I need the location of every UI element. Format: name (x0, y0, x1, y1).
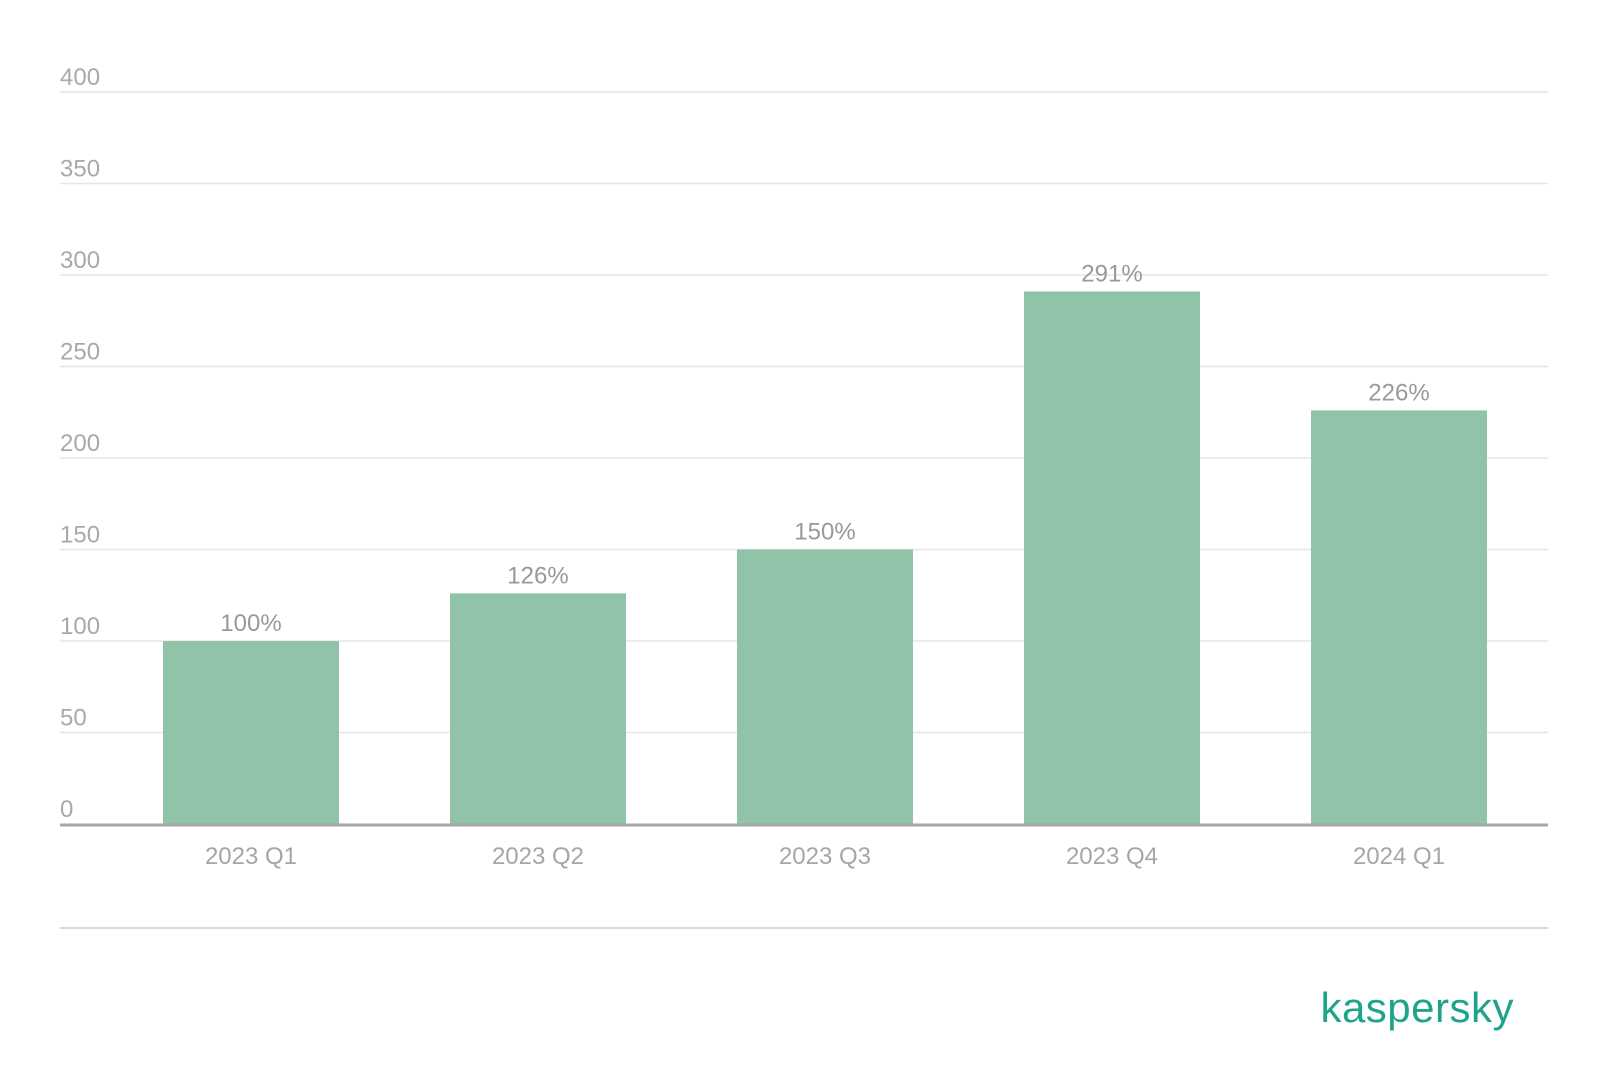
data-label: 291% (1081, 260, 1142, 287)
bar-2023-q4 (1024, 291, 1200, 825)
x-tick-label: 2024 Q1 (1353, 843, 1445, 870)
x-tick-label: 2023 Q4 (1066, 843, 1158, 870)
data-label: 226% (1368, 379, 1429, 406)
y-tick-label: 250 (60, 339, 100, 366)
data-label: 126% (507, 562, 568, 589)
bar-2023-q3 (737, 549, 913, 824)
bar-2023-q2 (450, 593, 626, 824)
y-tick-label: 0 (60, 796, 73, 823)
y-tick-label: 350 (60, 156, 100, 183)
x-tick-label: 2023 Q1 (205, 843, 297, 870)
y-axis-tick-labels: 0 50 100 150 200 250 300 350 400 (60, 64, 100, 823)
y-tick-label: 200 (60, 430, 100, 457)
bar-2024-q1 (1311, 410, 1487, 824)
data-labels: 100% 126% 150% 291% 226% (220, 260, 1429, 637)
y-tick-label: 50 (60, 705, 87, 732)
x-axis-tick-labels: 2023 Q1 2023 Q2 2023 Q3 2023 Q4 2024 Q1 (205, 843, 1445, 870)
y-tick-label: 400 (60, 64, 100, 91)
y-tick-label: 150 (60, 522, 100, 549)
data-label: 150% (794, 519, 855, 546)
kaspersky-logo: kaspersky (1320, 984, 1514, 1031)
data-label: 100% (220, 610, 281, 637)
bars (163, 291, 1487, 825)
bar-2023-q1 (163, 641, 339, 824)
y-tick-label: 300 (60, 247, 100, 274)
x-tick-label: 2023 Q3 (779, 843, 871, 870)
x-tick-label: 2023 Q2 (492, 843, 584, 870)
y-tick-label: 100 (60, 613, 100, 640)
